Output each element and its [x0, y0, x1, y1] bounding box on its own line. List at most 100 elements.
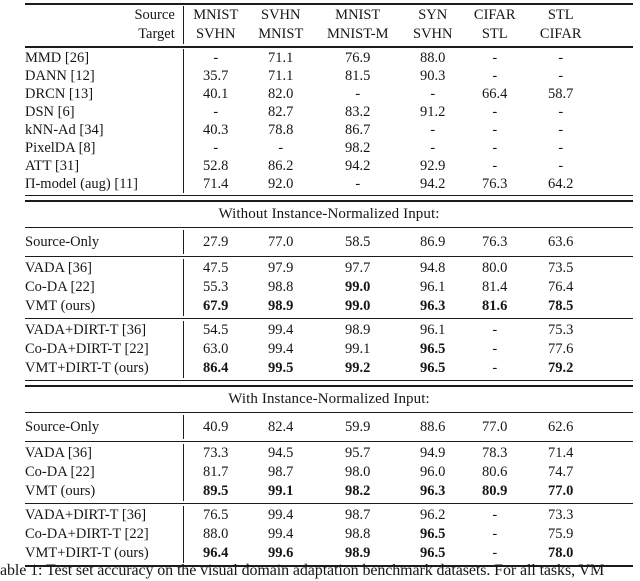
table-row: MMD [26] - 71.1 76.9 88.0 - - — [25, 49, 633, 67]
table-row: Source-Only 27.9 77.0 58.5 86.9 76.3 63.6 — [25, 230, 633, 254]
header-column-pair: MNIST SVHN — [193, 6, 238, 44]
value-cell: 92.9 — [420, 157, 446, 174]
value-cell: 98.8 — [345, 526, 371, 542]
value-cell: 96.0 — [420, 464, 446, 480]
table-row: kNN-Ad [34] 40.3 78.8 86.7 - - - — [25, 121, 633, 139]
header-source-dataset: STL — [547, 7, 574, 23]
value-cell: 74.7 — [548, 464, 574, 480]
value-cell: 96.4 — [203, 545, 229, 561]
value-cell: - — [213, 139, 219, 156]
value-cell: 96.2 — [420, 507, 446, 523]
method-name: ATT [31] — [25, 157, 80, 174]
value-cell: 76.3 — [482, 233, 508, 250]
value-cell: - — [492, 103, 498, 120]
table-row: Π-model (aug) [11] 71.4 92.0 - 94.2 76.3 64.2 — [25, 175, 633, 193]
value-cell: 81.4 — [482, 279, 508, 295]
value-cell: 81.6 — [482, 298, 508, 314]
method-name: DANN [12] — [25, 67, 95, 84]
value-cell: 79.2 — [548, 360, 574, 376]
value-cell: 98.9 — [345, 545, 371, 561]
table-row: VADA+DIRT-T [36] 54.5 99.4 98.9 96.1 - 75.3 — [25, 321, 633, 340]
value-cell: - — [492, 139, 498, 156]
value-cell: - — [558, 49, 564, 66]
value-cell: 92.0 — [268, 175, 294, 192]
header-source-dataset: SVHN — [261, 7, 301, 23]
row-values: 54.5 99.4 98.9 96.1 - 75.3 — [182, 321, 633, 340]
value-cell: 35.7 — [203, 67, 229, 84]
row-values: - - 98.2 - - - — [182, 139, 633, 157]
value-cell: 40.3 — [203, 121, 229, 138]
value-cell: 94.5 — [268, 445, 294, 461]
value-cell: 96.5 — [420, 360, 446, 376]
row-values: - 71.1 76.9 88.0 - - — [182, 49, 633, 67]
method-name: MMD [26] — [25, 49, 90, 66]
value-cell: 96.1 — [420, 322, 446, 338]
table-row: PixelDA [8] - - 98.2 - - - — [25, 139, 633, 157]
value-cell: - — [492, 67, 498, 84]
value-cell: - — [430, 85, 436, 102]
table-row: Co-DA [22] 81.7 98.7 98.0 96.0 80.6 74.7 — [25, 463, 633, 482]
value-cell: 98.8 — [268, 279, 294, 295]
table-row: Co-DA+DIRT-T [22] 63.0 99.4 99.1 96.5 - 77.6 — [25, 340, 633, 359]
value-cell: 52.8 — [203, 157, 229, 174]
value-cell: 83.2 — [345, 103, 371, 120]
row-values: 89.5 99.1 98.2 96.3 80.9 77.0 — [182, 482, 633, 501]
value-cell: 91.2 — [420, 103, 446, 120]
method-name: DRCN [13] — [25, 85, 94, 102]
value-cell: 96.1 — [420, 279, 446, 295]
method-name: DSN [6] — [25, 103, 75, 120]
row-values: 73.3 94.5 95.7 94.9 78.3 71.4 — [182, 444, 633, 463]
value-cell: 96.5 — [420, 341, 446, 357]
header-source-dataset: CIFAR — [473, 7, 516, 23]
value-cell: - — [492, 121, 498, 138]
divider — [25, 318, 633, 319]
header-rule — [25, 46, 633, 48]
value-cell: 99.1 — [345, 341, 371, 357]
divider — [25, 412, 633, 413]
header-column-pair: CIFAR STL — [474, 6, 516, 44]
value-cell: 99.1 — [268, 483, 294, 499]
table-row: Co-DA+DIRT-T [22] 88.0 99.4 98.8 96.5 - 75.9 — [25, 525, 633, 544]
results-table: Source Target MNIST SVHN SVHN MNIST MNIST MNI… — [25, 3, 633, 567]
row-values: 27.9 77.0 58.5 86.9 76.3 63.6 — [182, 230, 633, 254]
value-cell: - — [492, 157, 498, 174]
value-cell: 64.2 — [548, 175, 574, 192]
row-values: 63.0 99.4 99.1 96.5 - 77.6 — [182, 340, 633, 359]
value-cell: 73.5 — [548, 260, 574, 276]
value-cell: 54.5 — [203, 322, 229, 338]
table-row: DRCN [13] 40.1 82.0 - - 66.4 58.7 — [25, 85, 633, 103]
table-row: VMT+DIRT-T (ours) 86.4 99.5 99.2 96.5 - 79.2 — [25, 359, 633, 378]
method-name: VADA [36] — [25, 445, 92, 461]
header-source-label: Source — [134, 7, 175, 23]
divider — [25, 227, 633, 228]
value-cell: 98.7 — [345, 507, 371, 523]
method-name: Co-DA [22] — [25, 279, 95, 295]
table-body: MMD [26] -71.1 76.9 88.0- - DANN [12] 35.7 71.1… — [25, 49, 633, 567]
value-cell: 78.0 — [548, 545, 574, 561]
value-cell: - — [492, 49, 498, 66]
method-name: kNN-Ad [34] — [25, 121, 104, 138]
value-cell: - — [430, 121, 436, 138]
method-name: Source-Only — [25, 233, 100, 250]
value-cell: - — [492, 507, 498, 523]
value-cell: 86.9 — [420, 233, 446, 250]
value-cell: 75.9 — [548, 526, 574, 542]
table-row: VMT+DIRT-T (ours) 96.4 99.6 98.9 96.5 - 78.0 — [25, 544, 633, 563]
header-column-pair: SYN SVHN — [413, 6, 452, 44]
header-target-dataset: MNIST-M — [326, 26, 389, 42]
header-source-dataset: SYN — [418, 7, 448, 23]
method-name: Co-DA+DIRT-T [22] — [25, 526, 149, 542]
value-cell: 94.9 — [420, 445, 446, 461]
row-values: 81.7 98.7 98.0 96.0 80.6 74.7 — [182, 463, 633, 482]
value-cell: 99.2 — [345, 360, 371, 376]
table-caption: able 1: Test set accuracy on the visual … — [0, 562, 605, 579]
row-values: 55.3 98.8 99.0 96.1 81.4 76.4 — [182, 278, 633, 297]
value-cell: 82.4 — [268, 418, 294, 435]
value-cell: - — [492, 545, 498, 561]
value-cell: - — [558, 139, 564, 156]
header-target-label: Target — [138, 26, 175, 42]
value-cell: 96.5 — [420, 526, 446, 542]
value-cell: 71.4 — [203, 175, 229, 192]
value-cell: 99.0 — [345, 298, 371, 314]
